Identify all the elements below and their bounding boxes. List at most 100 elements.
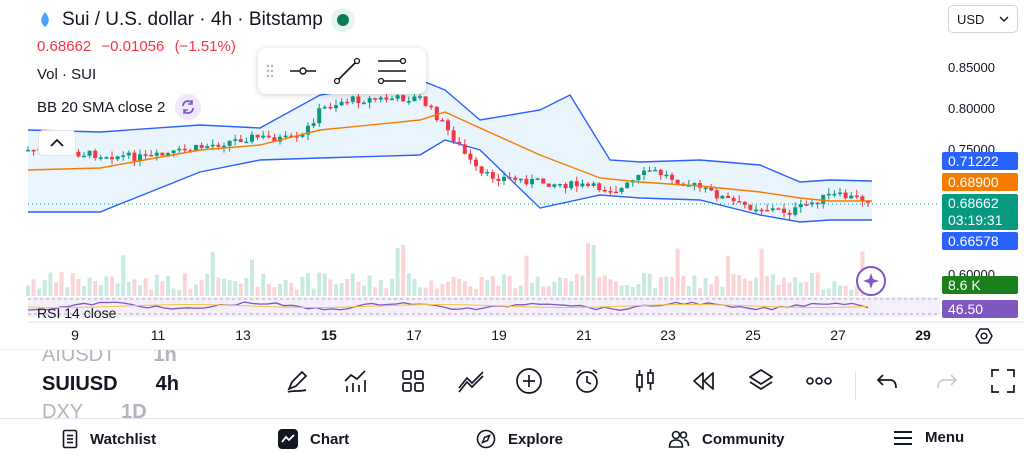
candle — [350, 96, 355, 102]
candle — [76, 151, 81, 157]
nav-explore-label: Explore — [508, 430, 564, 448]
chart-settings-icon[interactable] — [974, 326, 994, 346]
candle — [216, 144, 221, 147]
collapse-legend-button[interactable] — [38, 130, 76, 156]
layers-icon[interactable] — [746, 366, 776, 396]
candle — [541, 178, 546, 184]
volume-bar — [754, 277, 758, 296]
volume-bar — [362, 285, 366, 296]
volume-bar — [630, 286, 635, 296]
price-axis-label: 0.80000 — [948, 101, 995, 116]
volume-bar — [793, 277, 798, 296]
volume-bar — [238, 283, 243, 296]
time-axis[interactable]: 9 11 13 15 17 19 21 23 25 27 29 — [0, 327, 940, 347]
indicators-icon[interactable] — [340, 366, 370, 396]
fullscreen-icon[interactable] — [988, 366, 1018, 396]
candles-icon[interactable] — [630, 366, 660, 396]
volume-bar — [703, 277, 708, 296]
redo-icon[interactable] — [932, 366, 962, 396]
drag-handle-icon[interactable] — [266, 63, 274, 79]
bottom-navigation: Watchlist Chart Explore Community Menu — [0, 418, 1024, 461]
candle — [490, 172, 495, 179]
candle — [748, 205, 753, 210]
symbol-title[interactable]: Sui / U.S. dollar · 4h · Bitstamp — [36, 8, 355, 32]
volume-indicator-legend[interactable]: Vol · SUI — [37, 66, 96, 83]
last-price-tag: 0.68662 03:19:31 — [942, 194, 1018, 230]
volume-bar — [356, 282, 361, 296]
price-axis-label: 0.85000 — [948, 60, 995, 75]
alert-icon[interactable] — [572, 366, 602, 396]
volume-bar — [54, 282, 58, 296]
volume-bar — [530, 282, 534, 296]
volume-bar — [502, 274, 506, 296]
candle — [261, 135, 266, 138]
candle — [278, 136, 282, 142]
candle — [177, 148, 182, 151]
nav-chart[interactable]: Chart — [278, 429, 349, 449]
candle — [406, 101, 411, 103]
sparkle-icon — [863, 273, 879, 289]
rsi-indicator-legend[interactable]: RSI 14 close — [37, 306, 116, 320]
volume-bar — [188, 288, 193, 296]
fib-retracement-icon[interactable] — [376, 58, 408, 84]
symbol-option[interactable]: AIUSDT 1h — [42, 350, 177, 367]
refresh-icon[interactable] — [175, 94, 202, 120]
volume-bar — [636, 284, 641, 296]
volume-bar — [446, 281, 450, 296]
trend-line-icon[interactable] — [332, 56, 362, 86]
bb-indicator-legend[interactable]: BB 20 SMA close 2 — [37, 94, 202, 120]
volume-bar — [457, 278, 462, 296]
volume-bar — [115, 283, 120, 296]
candle — [552, 184, 557, 187]
volume-bar — [586, 243, 590, 296]
ai-assistant-button[interactable] — [856, 266, 886, 296]
symbol-option-selected[interactable]: SUIUSD 4h — [42, 373, 179, 396]
nav-chart-label: Chart — [310, 430, 350, 448]
candle — [205, 146, 210, 148]
volume-bar — [804, 281, 809, 296]
candle — [518, 178, 523, 181]
templates-icon[interactable] — [398, 366, 428, 396]
candle — [776, 208, 781, 210]
volume-bar — [608, 279, 613, 296]
candle — [602, 190, 607, 192]
candle — [306, 125, 310, 135]
candle — [474, 159, 478, 167]
nav-explore[interactable]: Explore — [476, 429, 563, 449]
volume-bar — [826, 288, 831, 296]
symbol-picker[interactable]: AIUSDT 1h SUIUSD 4h DXY 1D — [0, 350, 250, 418]
more-icon[interactable] — [804, 366, 834, 396]
replay-icon[interactable] — [688, 366, 718, 396]
symbol-option[interactable]: DXY 1D — [42, 401, 147, 418]
volume-bar — [692, 275, 697, 296]
undo-icon[interactable] — [872, 366, 902, 396]
market-open-icon — [330, 8, 355, 32]
volume-bar — [664, 276, 669, 296]
candle — [866, 200, 870, 203]
volume-bar — [272, 287, 277, 296]
horizontal-ray-icon[interactable] — [288, 61, 318, 81]
volume-bar — [434, 288, 439, 296]
candle — [322, 106, 327, 109]
price-chart[interactable] — [0, 0, 1024, 350]
candle — [558, 183, 562, 186]
add-icon[interactable] — [514, 366, 544, 396]
drawing-icon[interactable] — [456, 366, 486, 396]
volume-bar — [451, 276, 456, 296]
nav-menu[interactable]: Menu — [893, 429, 964, 446]
rsi-line — [27, 301, 869, 311]
symbol-timeframe: 4h — [155, 373, 179, 395]
volume-bar — [485, 280, 490, 296]
brush-icon[interactable] — [282, 366, 312, 396]
candle — [446, 120, 450, 131]
volume-bar — [765, 276, 770, 296]
nav-community[interactable]: Community — [668, 429, 785, 449]
volume-bar — [815, 272, 820, 296]
candle — [810, 202, 814, 205]
candle — [513, 177, 518, 180]
nav-watchlist[interactable]: Watchlist — [62, 429, 156, 449]
volume-bar — [602, 275, 607, 296]
floating-drawing-toolbar[interactable] — [258, 48, 426, 94]
volume-bar — [149, 289, 154, 296]
currency-selector[interactable]: USD — [948, 5, 1018, 33]
